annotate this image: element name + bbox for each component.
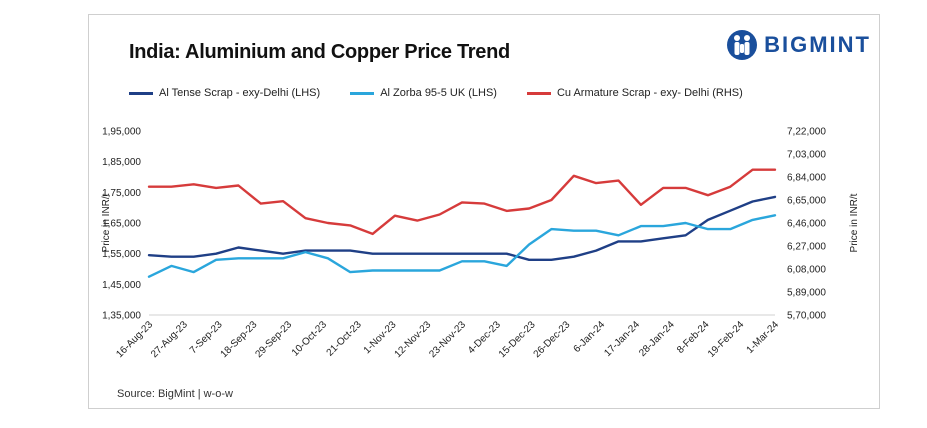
brand-name: BIGMINT [764, 32, 871, 57]
legend-label: Al Tense Scrap - exy-Delhi (LHS) [159, 87, 321, 99]
bigmint-logo-icon [727, 30, 758, 60]
y-right-tick-label: 5,70,000 [787, 311, 826, 322]
x-tick-label: 6-Jan-24 [572, 319, 608, 355]
y-right-tick-label: 5,89,000 [787, 288, 826, 299]
page-title: India: Aluminium and Copper Price Trend [129, 41, 510, 63]
x-tick-label: 18-Sep-23 [219, 319, 260, 360]
y-left-tick-label: 1,55,000 [102, 249, 141, 260]
legend-label: Al Zorba 95-5 UK (LHS) [380, 87, 497, 99]
x-tick-label: 12-Nov-23 [393, 319, 434, 360]
x-tick-label: 28-Jan-24 [637, 319, 677, 359]
y-left-tick-label: 1,85,000 [102, 157, 141, 168]
legend-swatch [129, 91, 153, 95]
x-tick-label: 29-Sep-23 [253, 319, 294, 360]
legend-item-al-tense: Al Tense Scrap - exy-Delhi (LHS) [129, 87, 320, 99]
y-left-tick-label: 1,65,000 [102, 219, 141, 230]
x-tick-label: 23-Nov-23 [427, 319, 468, 360]
source-note: Source: BigMint | w-o-w [117, 388, 233, 400]
x-tick-label: 17-Jan-24 [602, 319, 642, 359]
x-tick-label: 1-Mar-24 [745, 319, 782, 356]
brand-logo: BIGMINT [726, 29, 871, 61]
x-tick-label: 21-Oct-23 [325, 319, 365, 359]
y-right-tick-label: 6,08,000 [787, 265, 826, 276]
x-tick-label: 26-Dec-23 [532, 319, 573, 360]
chart-frame: India: Aluminium and Copper Price Trend … [88, 14, 880, 409]
x-tick-label: 27-Aug-23 [149, 319, 190, 360]
series-line-0 [147, 195, 777, 262]
y-right-axis-title: Price in INR/t [849, 193, 860, 252]
y-left-tick-label: 1,45,000 [102, 280, 141, 291]
y-right-tick-label: 7,22,000 [787, 127, 826, 138]
y-left-tick-label: 1,35,000 [102, 311, 141, 322]
series-line-2 [147, 168, 777, 236]
x-tick-label: 16-Aug-23 [114, 319, 155, 360]
x-tick-label: 10-Oct-23 [290, 319, 330, 359]
y-left-axis-title: Price in INR/t [101, 193, 112, 252]
legend-swatch [526, 91, 551, 95]
legend-label: Cu Armature Scrap - exy- Delhi (RHS) [556, 87, 743, 99]
legend-item-cu-armature: Cu Armature Scrap - exy- Delhi (RHS) [526, 87, 743, 99]
series-line-1 [147, 214, 777, 278]
y-right-tick-label: 7,03,000 [787, 150, 826, 161]
line-chart: 1,35,000 1,45,000 1,55,000 1,65,000 1,75,000… [101, 127, 860, 361]
x-tick-label: 19-Feb-24 [706, 319, 747, 360]
legend-swatch [350, 91, 375, 95]
x-tick-label: 15-Dec-23 [497, 319, 538, 360]
y-right-tick-label: 6,65,000 [787, 196, 826, 207]
chart-legend: Al Tense Scrap - exy-Delhi (LHS) Al Zorb… [129, 87, 743, 99]
legend-item-al-zorba: Al Zorba 95-5 UK (LHS) [350, 87, 497, 99]
y-left-tick-label: 1,75,000 [102, 188, 141, 199]
y-left-tick-label: 1,95,000 [102, 127, 141, 138]
y-right-tick-label: 6,84,000 [787, 173, 826, 184]
y-right-tick-label: 6,46,000 [787, 219, 826, 230]
y-right-tick-label: 6,27,000 [787, 242, 826, 253]
